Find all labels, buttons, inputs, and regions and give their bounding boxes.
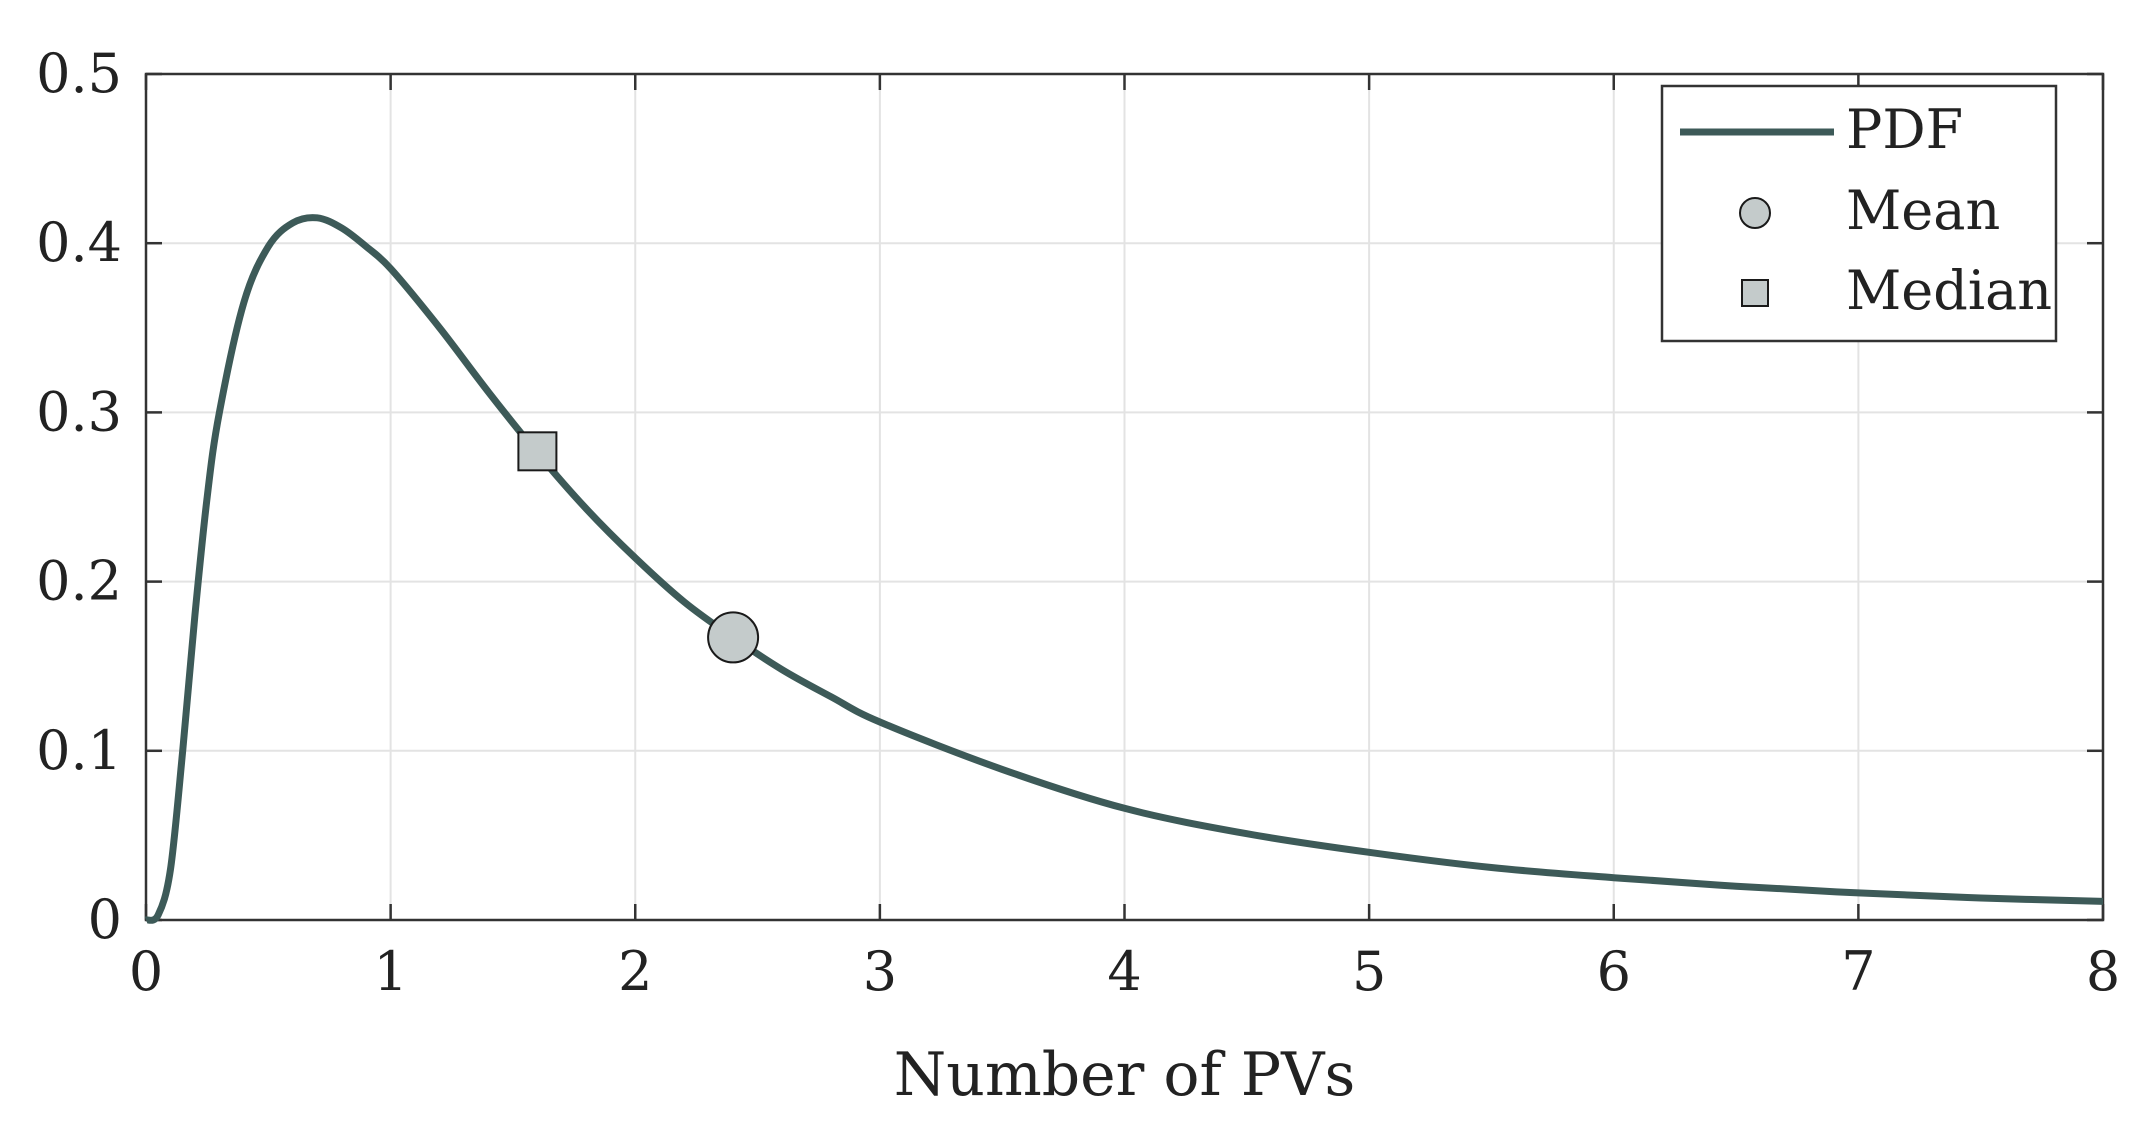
x-tick-label: 6 — [1597, 940, 1631, 1003]
y-tick-label: 0.5 — [36, 42, 122, 105]
x-axis-title: Number of PVs — [894, 1040, 1356, 1110]
legend-median-label: Median — [1846, 259, 2052, 322]
y-tick-label: 0.4 — [36, 211, 122, 274]
x-tick-label: 3 — [863, 940, 897, 1003]
x-tick-labels: 0 1 2 3 4 5 6 7 8 — [129, 940, 2120, 1003]
legend-mean-label: Mean — [1846, 179, 2000, 242]
x-tick-label: 4 — [1107, 940, 1141, 1003]
legend-median-swatch — [1741, 279, 1769, 307]
x-tick-label: 0 — [129, 940, 163, 1003]
x-tick-label: 1 — [373, 940, 407, 1003]
median-marker — [517, 431, 558, 472]
mean-marker — [707, 611, 760, 664]
x-tick-label: 5 — [1352, 940, 1386, 1003]
x-tick-label: 7 — [1841, 940, 1875, 1003]
y-tick-label: 0.1 — [36, 719, 122, 782]
y-tick-label: 0.2 — [36, 550, 122, 613]
legend-mean-swatch — [1739, 197, 1771, 229]
y-tick-label: 0.3 — [36, 380, 122, 443]
legend-pdf-label: PDF — [1846, 98, 1963, 161]
series-layer — [144, 214, 2104, 924]
x-tick-label: 8 — [2086, 940, 2120, 1003]
y-tick-labels: 0 0.1 0.2 0.3 0.4 0.5 — [36, 42, 122, 951]
legend: PDF Mean Median — [1660, 84, 2058, 343]
grid-layer — [146, 74, 2103, 920]
y-tick-label: 0 — [88, 888, 122, 951]
x-tick-label: 2 — [618, 940, 652, 1003]
pdf-series-line — [144, 214, 2104, 924]
